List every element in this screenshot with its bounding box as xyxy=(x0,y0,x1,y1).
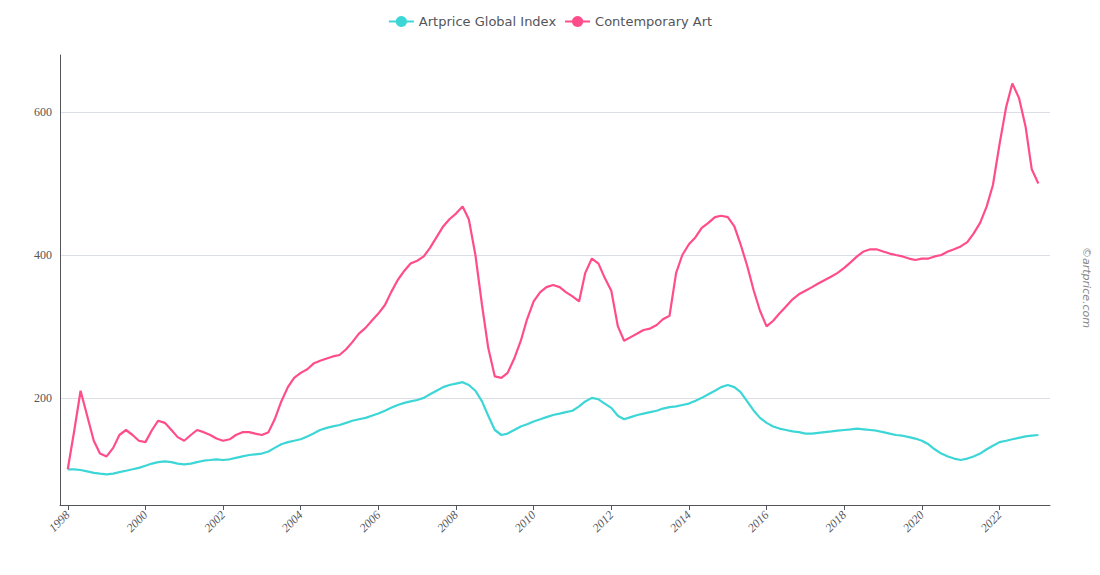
svg-text:2006: 2006 xyxy=(356,508,383,535)
svg-text:Contemporary Art: Contemporary Art xyxy=(595,14,712,29)
svg-text:©artprice.com: ©artprice.com xyxy=(1080,247,1093,328)
svg-text:2008: 2008 xyxy=(434,508,461,535)
svg-text:2004: 2004 xyxy=(279,508,306,535)
svg-text:2020: 2020 xyxy=(900,508,927,535)
svg-text:2000: 2000 xyxy=(124,508,151,535)
svg-text:2012: 2012 xyxy=(589,508,616,535)
svg-text:2002: 2002 xyxy=(201,508,228,535)
svg-text:600: 600 xyxy=(34,105,52,119)
svg-text:2016: 2016 xyxy=(745,508,772,535)
svg-text:Artprice Global Index: Artprice Global Index xyxy=(419,14,557,29)
svg-text:1998: 1998 xyxy=(46,508,73,535)
svg-text:2022: 2022 xyxy=(978,508,1005,535)
svg-text:400: 400 xyxy=(34,248,52,262)
svg-text:200: 200 xyxy=(34,391,52,405)
svg-text:2010: 2010 xyxy=(512,508,539,535)
svg-text:2018: 2018 xyxy=(822,508,849,535)
svg-text:2014: 2014 xyxy=(667,508,694,535)
